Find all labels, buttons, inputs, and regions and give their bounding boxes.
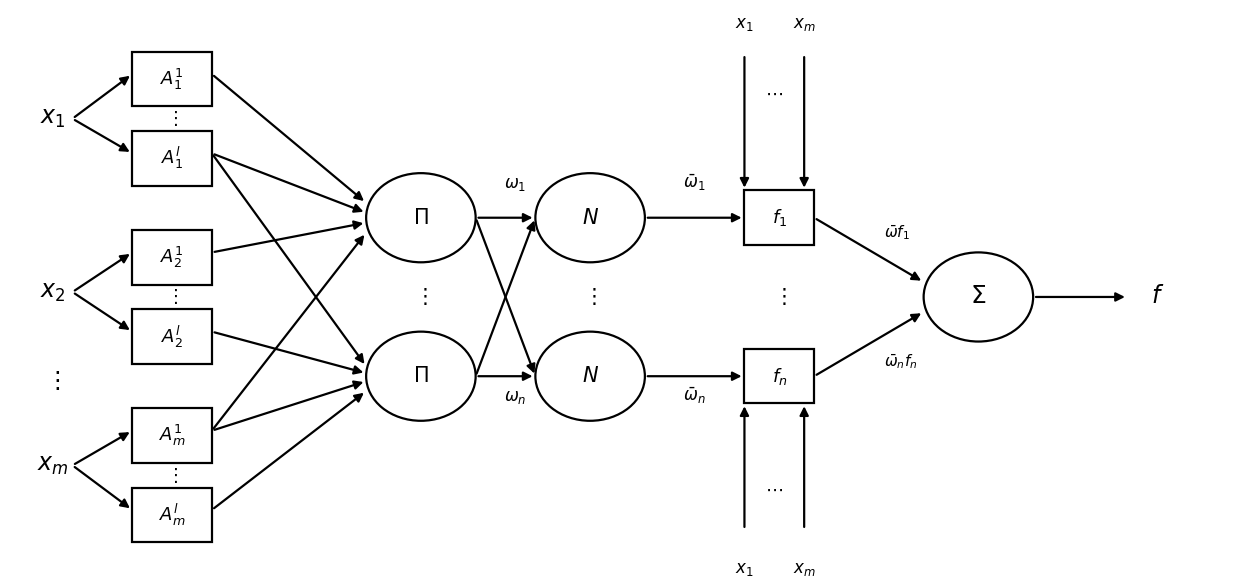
Text: $\omega_1$: $\omega_1$	[505, 176, 527, 193]
Text: $\Pi$: $\Pi$	[413, 208, 429, 228]
Text: $A_1^l$: $A_1^l$	[161, 145, 184, 171]
Text: $\vdots$: $\vdots$	[414, 286, 428, 308]
Text: $\Sigma$: $\Sigma$	[970, 285, 987, 308]
Text: $A_m^l$: $A_m^l$	[159, 502, 185, 528]
Text: $x_1$: $x_1$	[40, 107, 66, 130]
Text: $A_2^1$: $A_2^1$	[160, 245, 184, 270]
Text: $\bar{\omega}_n$: $\bar{\omega}_n$	[683, 386, 706, 406]
Text: $x_m$: $x_m$	[37, 454, 68, 477]
Text: $x_2$: $x_2$	[40, 281, 66, 303]
Text: $\vdots$: $\vdots$	[583, 286, 596, 308]
Text: $\bar{\omega}_nf_n$: $\bar{\omega}_nf_n$	[884, 352, 918, 371]
Text: $f_1$: $f_1$	[771, 207, 787, 228]
Text: $f$: $f$	[1151, 285, 1164, 308]
Text: $A_1^1$: $A_1^1$	[160, 66, 184, 92]
Text: $\omega_n$: $\omega_n$	[505, 389, 527, 406]
Text: $\cdots$: $\cdots$	[765, 481, 784, 499]
Text: $\bar{\omega}f_1$: $\bar{\omega}f_1$	[884, 223, 910, 242]
Text: $A_2^l$: $A_2^l$	[161, 323, 184, 350]
Text: $N$: $N$	[582, 208, 599, 228]
Text: $\vdots$: $\vdots$	[166, 465, 179, 485]
Text: $N$: $N$	[582, 366, 599, 386]
Text: $x_m$: $x_m$	[792, 561, 816, 578]
Text: $A_m^1$: $A_m^1$	[159, 423, 185, 448]
Text: $x_m$: $x_m$	[792, 16, 816, 33]
Text: $\vdots$: $\vdots$	[166, 109, 179, 128]
Text: $\Pi$: $\Pi$	[413, 366, 429, 386]
Text: $\cdots$: $\cdots$	[765, 85, 784, 103]
Text: $\vdots$: $\vdots$	[773, 286, 786, 308]
Text: $\vdots$: $\vdots$	[45, 369, 60, 393]
Text: $\bar{\omega}_1$: $\bar{\omega}_1$	[683, 173, 706, 193]
Text: $\vdots$: $\vdots$	[166, 288, 179, 306]
Text: $x_1$: $x_1$	[735, 561, 754, 578]
Text: $f_n$: $f_n$	[771, 366, 787, 387]
Text: $x_1$: $x_1$	[735, 16, 754, 33]
